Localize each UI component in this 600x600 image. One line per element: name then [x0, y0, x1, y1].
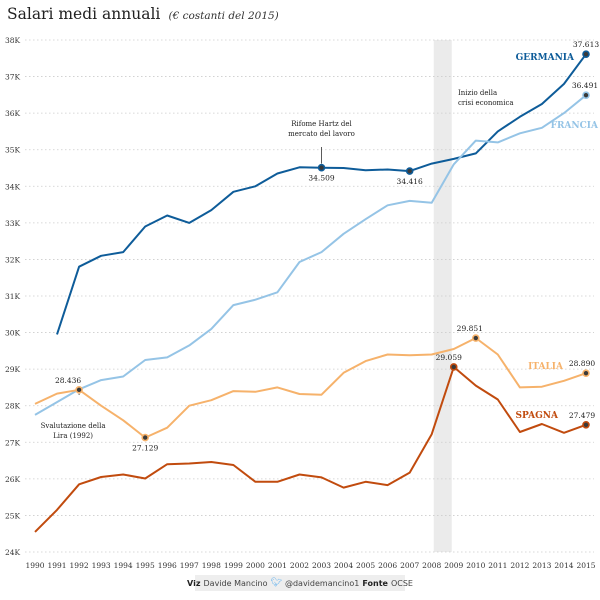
- y-tick-label: 31K: [5, 292, 21, 301]
- point-marker: [471, 334, 480, 342]
- y-tick-label: 29K: [5, 365, 21, 374]
- series-line-spagna: [34, 366, 587, 533]
- source-name: OCSE: [390, 578, 413, 588]
- x-tick-label: 1992: [70, 561, 89, 570]
- series-line-francia: [34, 94, 587, 416]
- y-tick-label: 26K: [5, 475, 21, 484]
- viz-label: Viz: [187, 578, 201, 588]
- x-tick-label: 1990: [25, 561, 44, 570]
- annotation-text: crisi economica: [458, 99, 514, 107]
- x-tick-label: 2002: [290, 561, 309, 570]
- x-tick-label: 2005: [356, 561, 375, 570]
- x-tick-label: 1991: [47, 561, 66, 570]
- y-tick-label: 38K: [5, 36, 21, 45]
- annotation-text: Svalutazione della: [41, 422, 106, 430]
- point-marker: [449, 363, 458, 371]
- x-tick-label: 2012: [510, 561, 529, 570]
- point-marker: [317, 163, 326, 172]
- data-label: 28.890: [569, 359, 595, 368]
- data-label: 29.851: [457, 324, 483, 333]
- annotation-text: Rifome Hartz del: [291, 120, 352, 128]
- y-tick-label: 28K: [5, 402, 21, 411]
- x-tick-label: 2000: [246, 561, 265, 570]
- x-tick-label: 2007: [400, 561, 419, 570]
- x-tick-label: 1994: [114, 561, 133, 570]
- y-tick-label: 37K: [5, 73, 21, 82]
- x-tick-label: 1996: [158, 561, 177, 570]
- source-label: Fonte: [362, 578, 388, 588]
- x-tick-label: 2014: [554, 561, 573, 570]
- series-label-francia: FRANCIA: [551, 121, 599, 131]
- point-marker: [582, 50, 590, 58]
- data-label: 27.129: [132, 444, 158, 453]
- x-tick-label: 2010: [466, 561, 485, 570]
- annotation-text: mercato del lavoro: [288, 130, 355, 138]
- x-tick-label: 1998: [202, 561, 221, 570]
- x-tick-label: 2013: [532, 561, 551, 570]
- data-label: 37.613: [573, 40, 599, 49]
- x-tick-label: 2004: [334, 561, 353, 570]
- x-tick-label: 1993: [92, 561, 111, 570]
- x-tick-label: 2009: [444, 561, 463, 570]
- point-marker: [75, 385, 83, 394]
- point-marker: [582, 420, 590, 429]
- point-marker: [141, 433, 149, 442]
- x-tick-label: 2011: [488, 561, 507, 570]
- point-marker: [405, 167, 414, 175]
- y-tick-label: 25K: [5, 511, 21, 520]
- credits-bar: Viz Davide Mancino 🐦︎ @davidemancino1 Fo…: [187, 575, 413, 591]
- data-label: 27.479: [569, 411, 595, 420]
- x-tick-label: 2006: [378, 561, 397, 570]
- y-tick-label: 27K: [5, 438, 21, 447]
- x-tick-label: 1999: [224, 561, 243, 570]
- y-tick-label: 32K: [5, 255, 21, 264]
- y-tick-label: 24K: [5, 548, 21, 557]
- y-tick-label: 33K: [5, 219, 21, 228]
- chart-title: Salari medi annuali: [7, 5, 161, 23]
- data-label: 29.059: [436, 353, 462, 362]
- annotation-text: Inizio della: [458, 89, 497, 97]
- annotation-text: Lira (1992): [53, 432, 93, 440]
- point-marker: [582, 369, 590, 377]
- x-tick-label: 1997: [180, 561, 199, 570]
- data-label: 36.491: [572, 81, 598, 90]
- x-tick-label: 2008: [422, 561, 441, 570]
- x-tick-label: 1995: [136, 561, 155, 570]
- crisis-band: [433, 40, 452, 552]
- series-label-germania: GERMANIA: [516, 53, 575, 63]
- point-marker: [582, 91, 590, 99]
- x-tick-label: 2015: [576, 561, 595, 570]
- y-tick-label: 34K: [5, 182, 21, 191]
- x-tick-label: 2001: [268, 561, 287, 570]
- data-label: 34.509: [308, 174, 334, 183]
- chart-title-block: Salari medi annuali (€ costanti del 2015…: [7, 4, 279, 23]
- series-label-spagna: SPAGNA: [516, 411, 560, 421]
- y-tick-label: 35K: [5, 146, 21, 155]
- y-tick-label: 30K: [5, 329, 21, 338]
- x-tick-label: 2003: [312, 561, 331, 570]
- y-tick-label: 36K: [5, 109, 21, 118]
- series-line-germania: [56, 53, 587, 335]
- data-label: 28.436: [55, 376, 81, 385]
- viz-author: Davide Mancino: [203, 578, 268, 588]
- series-label-italia: ITALIA: [528, 362, 564, 372]
- data-label: 34.416: [397, 177, 423, 186]
- twitter-handle[interactable]: @davidemancino1: [284, 578, 360, 588]
- chart-subtitle: (€ costanti del 2015): [168, 10, 279, 22]
- series-line-italia: [34, 337, 587, 439]
- twitter-icon: 🐦︎: [270, 578, 282, 588]
